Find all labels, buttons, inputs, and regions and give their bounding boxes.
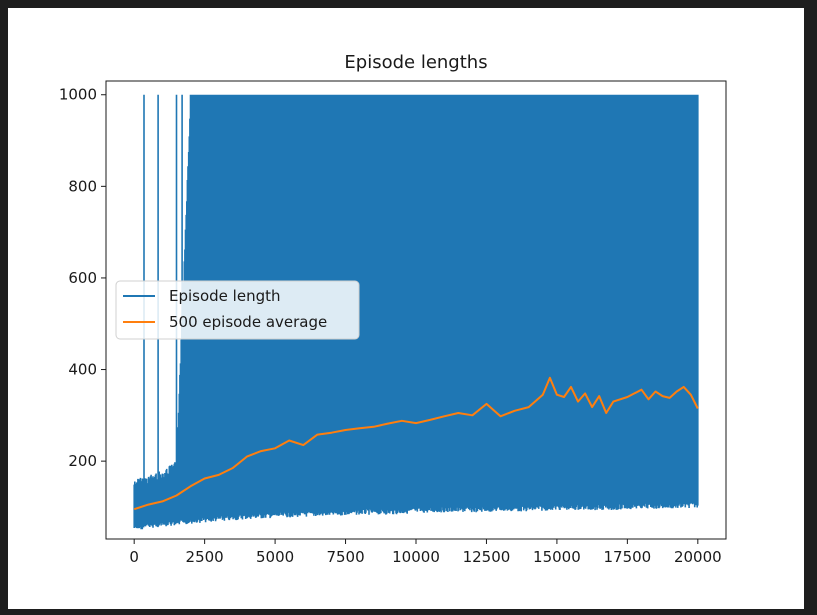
legend-label: Episode length [169,287,281,305]
x-tick-label: 10000 [392,548,440,566]
y-tick-label: 800 [68,177,97,195]
axes: 0 2500 5000 7500 10000 12500 15000 17500 20000 20… [59,80,727,566]
legend: Episode length 500 episode average [115,280,360,340]
y-tick-label: 1000 [59,86,97,104]
y-tick-label: 600 [68,269,97,287]
series-500-episode-average [133,376,699,511]
x-tick-label: 17500 [604,548,652,566]
y-tick-label: 200 [68,452,97,470]
x-tick-label: 0 [129,548,139,566]
legend-label: 500 episode average [169,313,327,331]
x-tick-label: 20000 [674,548,722,566]
x-tick-label: 7500 [326,548,364,566]
x-tick-label: 2500 [186,548,224,566]
x-tick-label: 5000 [256,548,294,566]
y-tick-label: 400 [68,361,97,379]
x-tick-label: 15000 [533,548,581,566]
x-tick-label: 12500 [463,548,511,566]
legend-box [115,280,360,340]
chart-title: Episode lengths [344,52,487,73]
line-chart: Episode lengths 0 2500 5000 7500 10000 12500 1… [59,52,727,566]
chart-figure: Episode lengths 0 2500 5000 7500 10000 12500 1… [8,8,804,609]
